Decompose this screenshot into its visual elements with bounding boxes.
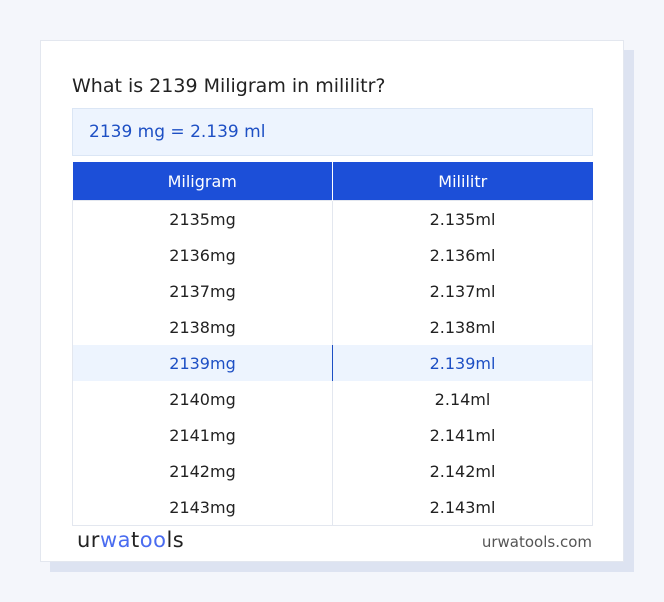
table-row: 2142mg 2.142ml bbox=[72, 453, 593, 489]
miligram-cell: 2141mg bbox=[72, 417, 333, 453]
page-title: What is 2139 Miligram in mililitr? bbox=[72, 75, 386, 97]
mililitr-cell: 2.143ml bbox=[429, 497, 496, 517]
table-row: 2135mg 2.135ml bbox=[72, 200, 593, 237]
miligram-cell: 2143mg bbox=[72, 489, 333, 526]
table-row: 2137mg 2.137ml bbox=[72, 273, 593, 309]
mililitr-cell: 2.141ml bbox=[429, 425, 496, 445]
miligram-cell: 2137mg bbox=[72, 273, 333, 309]
mililitr-cell: 2.137ml bbox=[429, 281, 496, 301]
table-row: 2136mg 2.136ml bbox=[72, 237, 593, 273]
mililitr-cell: 2.139ml bbox=[332, 345, 593, 381]
conversion-table: Miligram Mililitr 2135mg 2.135ml 2136mg 2.1… bbox=[72, 162, 593, 526]
conversion-result: 2139 mg = 2.139 ml bbox=[72, 108, 593, 156]
miligram-cell: 2135mg bbox=[72, 200, 333, 237]
miligram-cell: 2140mg bbox=[72, 381, 333, 417]
site-url[interactable]: urwatools.com bbox=[481, 533, 592, 551]
miligram-cell: 2139mg bbox=[72, 345, 333, 381]
header-mililitr: Mililitr bbox=[332, 162, 593, 201]
miligram-cell: 2136mg bbox=[72, 237, 333, 273]
mililitr-cell: 2.14ml bbox=[434, 389, 491, 409]
table-row: 2139mg 2.139ml bbox=[72, 345, 593, 381]
mililitr-cell: 2.136ml bbox=[429, 245, 496, 265]
table-row: 2140mg 2.14ml bbox=[72, 381, 593, 417]
miligram-cell: 2142mg bbox=[72, 453, 333, 489]
table-header: Miligram Mililitr bbox=[72, 162, 593, 201]
urwatools-logo[interactable]: urwatools bbox=[77, 528, 185, 552]
mililitr-cell: 2.135ml bbox=[429, 209, 496, 229]
converter-card: What is 2139 Miligram in mililitr? 2139 … bbox=[40, 40, 624, 562]
header-miligram: Miligram bbox=[72, 162, 333, 201]
miligram-cell: 2138mg bbox=[72, 309, 333, 345]
mililitr-cell: 2.138ml bbox=[429, 317, 496, 337]
mililitr-cell: 2.142ml bbox=[429, 461, 496, 481]
table-row: 2138mg 2.138ml bbox=[72, 309, 593, 345]
table-row: 2141mg 2.141ml bbox=[72, 417, 593, 453]
table-row: 2143mg 2.143ml bbox=[72, 489, 593, 526]
